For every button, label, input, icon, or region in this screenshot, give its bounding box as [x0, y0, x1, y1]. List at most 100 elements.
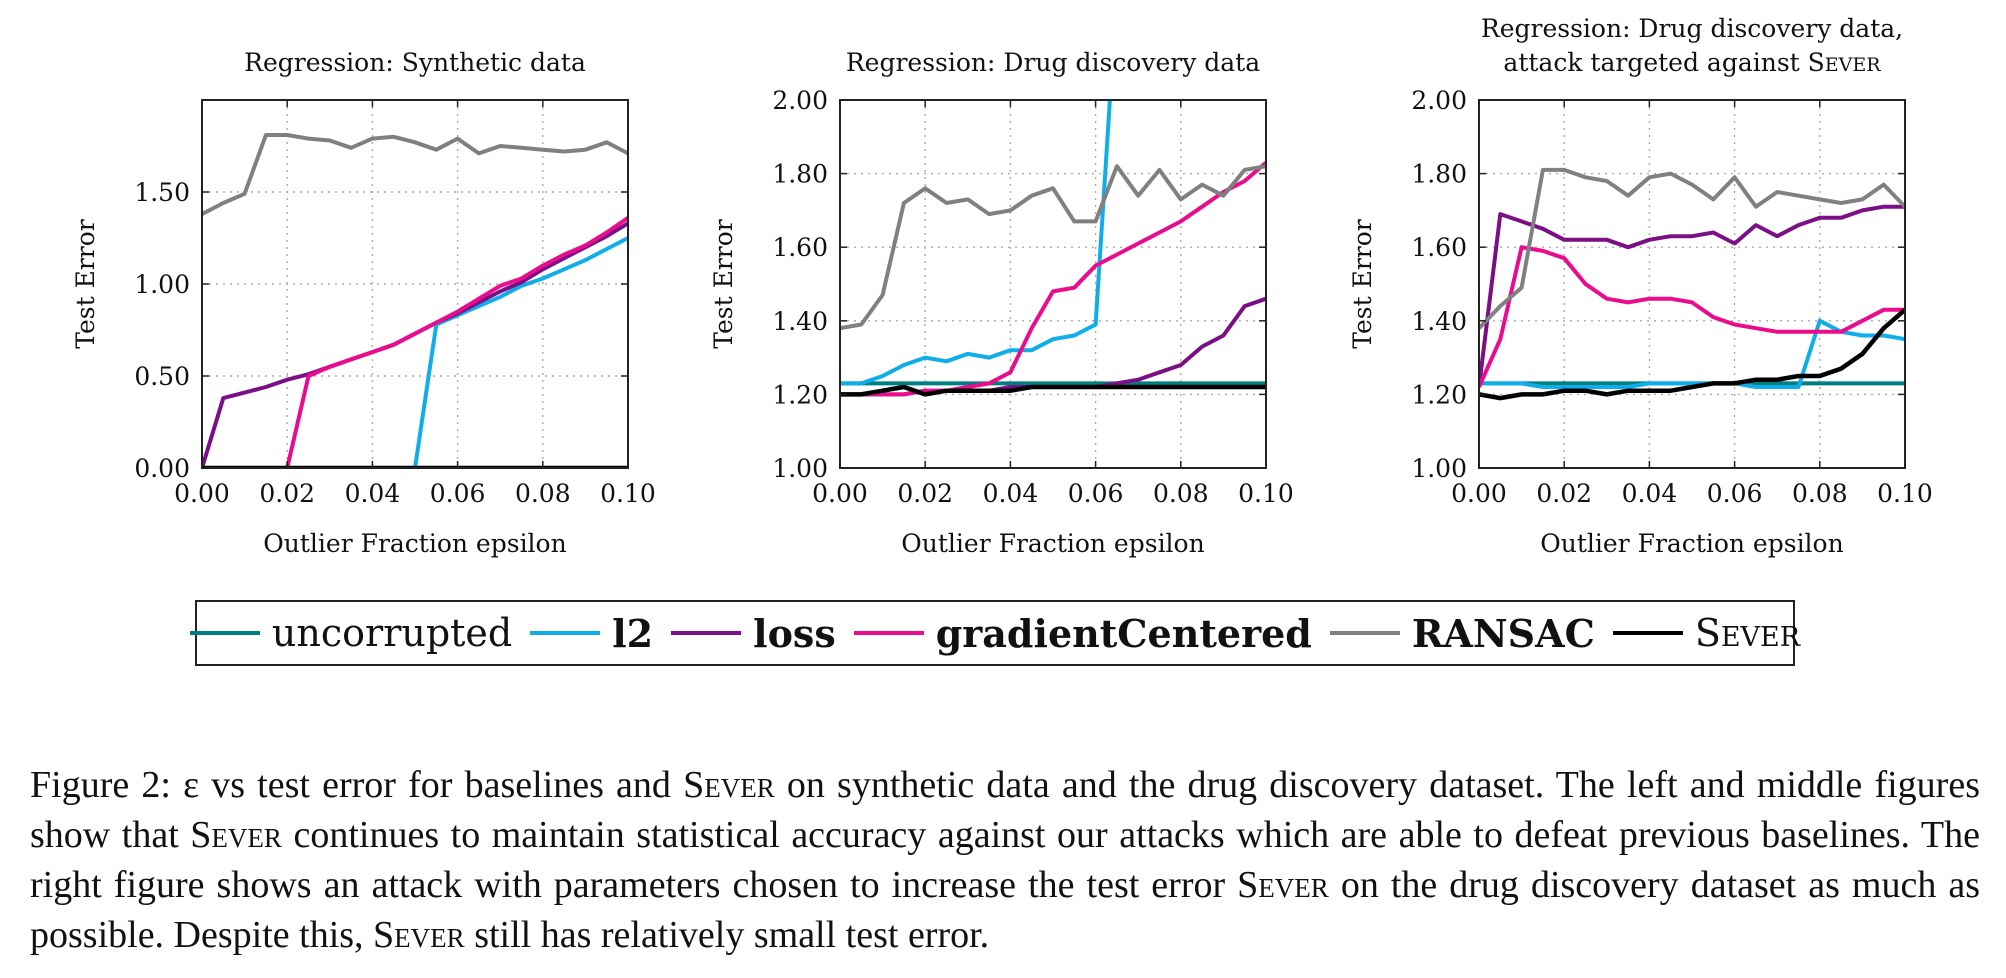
x-tick-label: 0.10: [1238, 479, 1294, 508]
y-tick-label: 0.00: [134, 454, 190, 483]
x-tick-label: 0.00: [812, 479, 868, 508]
y-tick-label: 1.20: [772, 380, 828, 409]
caption-text-3: continues to maintain statistical accura…: [30, 814, 1980, 906]
y-tick-label: 1.40: [772, 307, 828, 336]
y-axis-label: Test Error: [71, 219, 100, 349]
legend-item-loss: loss: [671, 611, 836, 656]
y-tick-label: 2.00: [772, 86, 828, 115]
x-tick-label: 0.08: [515, 479, 571, 508]
series-line-ransac: [202, 133, 628, 216]
chart-title: Regression: Synthetic data: [244, 48, 586, 77]
x-tick-label: 0.00: [1451, 479, 1507, 508]
series-line-loss: [1479, 204, 1905, 388]
subtitle-sever-rest: EVER: [1825, 54, 1881, 76]
series-line-gradientcentered: [202, 216, 628, 468]
y-tick-label: 1.40: [1411, 307, 1467, 336]
y-tick-label: 1.80: [1411, 160, 1467, 189]
legend-label: l2: [612, 610, 654, 656]
legend-swatch: [189, 631, 260, 635]
series-line-l2: [840, 100, 1112, 386]
series-line-l2: [202, 236, 628, 468]
x-axis-label: Outlier Fraction epsilon: [263, 529, 566, 558]
x-tick-label: 0.02: [897, 479, 953, 508]
caption-text-1: ε vs test error for baselines and: [170, 764, 684, 806]
series-line-gradientcentered: [840, 161, 1266, 397]
chart-panel-1: 0.00 0.02 0.04 0.06 0.08 0.10 0.00 0.50 1.00 1.50…: [71, 48, 656, 558]
y-tick-label: 1.60: [1411, 233, 1467, 262]
figure-caption: Figure 2: ε vs test error for baselines …: [30, 760, 1980, 960]
legend-item-gradientcentered: gradientCentered: [853, 610, 1312, 656]
series-line-ransac: [840, 164, 1266, 331]
legend-item-l2: l2: [530, 611, 653, 656]
x-tick-label: 0.00: [174, 479, 230, 508]
x-axis-label: Outlier Fraction epsilon: [901, 529, 1204, 558]
x-axis-label: Outlier Fraction epsilon: [1540, 529, 1843, 558]
y-axis-label: Test Error: [709, 219, 738, 349]
caption-sever-2: Sever: [190, 814, 282, 856]
y-tick-label: 0.50: [134, 362, 190, 391]
x-tick-label: 0.02: [1536, 479, 1592, 508]
series-line-loss: [202, 221, 628, 468]
series-line-loss: [840, 296, 1266, 397]
legend-item-ransac: RANSAC: [1329, 610, 1595, 656]
x-tick-label: 0.02: [259, 479, 315, 508]
legend-swatch: [1329, 631, 1400, 635]
chart-panel-2: 0.00 0.02 0.04 0.06 0.08 0.10 1.00 1.20 1.40 1.60…: [709, 48, 1294, 558]
x-tick-label: 0.04: [1622, 479, 1678, 508]
x-tick-label: 0.08: [1153, 479, 1209, 508]
legend-item-uncorrupted: uncorrupted: [189, 611, 513, 655]
x-tick-label: 0.10: [600, 479, 656, 508]
x-tick-label: 0.10: [1877, 479, 1933, 508]
legend-item-sever: Sever: [1612, 611, 1801, 655]
legend-label: loss: [753, 610, 836, 656]
caption-text-5: still has relatively small test error.: [464, 914, 990, 956]
x-tick-label: 0.04: [983, 479, 1039, 508]
caption-text-4: on the drug discovery dataset as much as…: [30, 864, 1980, 956]
x-tick-label: 0.08: [1792, 479, 1848, 508]
chart-panel-3: 0.00 0.02 0.04 0.06 0.08 0.10 1.00 1.20 1.40 1.60…: [1348, 14, 1933, 558]
caption-sever-1: Sever: [683, 764, 775, 806]
y-tick-label: 1.00: [134, 270, 190, 299]
series-line-l2: [1479, 318, 1905, 389]
series-line-sever: [1479, 308, 1905, 401]
subtitle-sever-cap: S: [1808, 48, 1825, 77]
y-tick-label: 1.00: [1411, 454, 1467, 483]
chart-legend: uncorrupted l2 loss gradientCentered RANSAC S…: [189, 600, 1800, 666]
figure-charts: 0.00 0.02 0.04 0.06 0.08 0.10 0.00 0.50 1.00 1.50…: [71, 14, 1933, 558]
legend-label: RANSAC: [1411, 610, 1595, 656]
y-tick-label: 1.20: [1411, 380, 1467, 409]
legend-swatch: [530, 631, 601, 635]
chart-title: Regression: Drug discovery data: [846, 48, 1260, 77]
x-tick-label: 0.04: [345, 479, 401, 508]
series-line-gradientcentered: [1479, 245, 1905, 388]
series-group: [840, 100, 1266, 397]
series-group: [1479, 167, 1905, 401]
x-tick-label: 0.06: [1707, 479, 1763, 508]
x-tick-label: 0.06: [430, 479, 486, 508]
chart-subtitle: attack targeted against SEVER: [1503, 48, 1881, 77]
y-tick-label: 1.80: [772, 160, 828, 189]
caption-label: Figure 2:: [30, 764, 171, 806]
series-line-ransac: [1479, 167, 1905, 330]
plot-frame: [839, 99, 1267, 469]
legend-swatch: [1612, 631, 1683, 635]
x-tick-label: 0.06: [1068, 479, 1124, 508]
series-line-sever: [840, 384, 1266, 397]
caption-sever-4: Sever: [373, 914, 465, 956]
legend-swatch: [671, 631, 742, 635]
y-tick-label: 1.60: [772, 233, 828, 262]
legend-swatch: [853, 631, 924, 635]
legend-label: uncorrupted: [271, 611, 513, 655]
legend-label: gradientCentered: [935, 610, 1312, 656]
y-tick-label: 2.00: [1411, 86, 1467, 115]
y-tick-label: 1.50: [134, 178, 190, 207]
y-tick-label: 1.00: [772, 454, 828, 483]
chart-title: Regression: Drug discovery data,: [1481, 14, 1903, 43]
series-group: [202, 133, 628, 468]
subtitle-text: attack targeted against: [1503, 48, 1807, 77]
caption-sever-3: Sever: [1237, 864, 1329, 906]
y-axis-label: Test Error: [1348, 219, 1377, 349]
caption-text-2: on synthetic data and the drug discovery…: [30, 764, 1980, 856]
plot-frame: [1478, 99, 1906, 469]
legend-label: Sever: [1694, 611, 1801, 655]
